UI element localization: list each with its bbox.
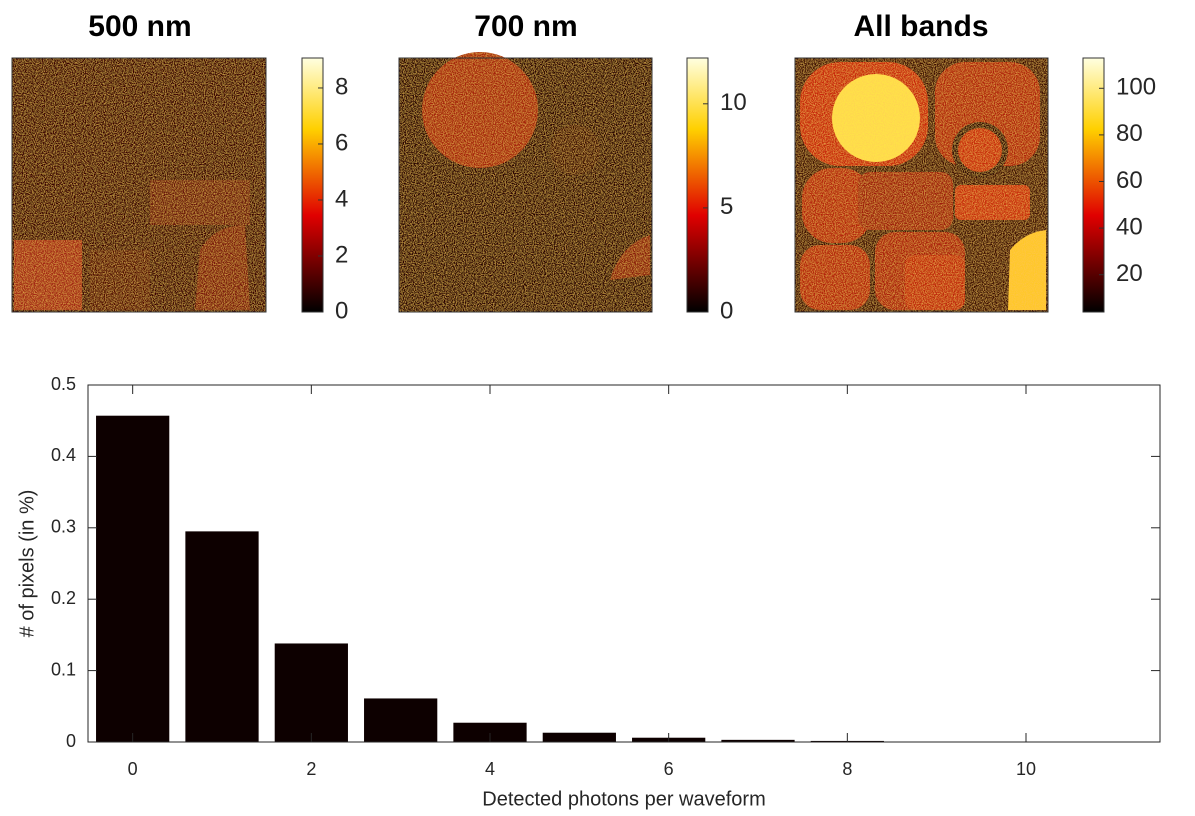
colorbar-tick-label: 100	[1116, 74, 1156, 101]
y-tick-label: 0.1	[51, 659, 76, 679]
colorbar-tick-label: 0	[720, 297, 733, 324]
x-tick-label: 8	[842, 759, 852, 779]
colorbar	[686, 57, 709, 313]
bar	[542, 732, 616, 742]
image-700nm	[399, 52, 652, 312]
y-tick-label: 0.5	[51, 374, 76, 394]
colorbar-tick-label: 8	[335, 73, 348, 100]
colorbar-tick-label: 6	[335, 129, 348, 156]
image-500nm	[12, 58, 266, 312]
bar	[185, 531, 259, 742]
x-tick-label: 6	[664, 759, 674, 779]
image-frame	[398, 57, 653, 313]
image-frame	[794, 57, 1049, 313]
colorbar-tick-label: 5	[720, 193, 733, 220]
bar	[721, 739, 795, 742]
image-title: 500 nm	[88, 10, 191, 43]
bar	[364, 698, 438, 742]
colorbar-tick-label: 40	[1116, 213, 1143, 240]
x-tick-label: 10	[1016, 759, 1036, 779]
colorbar	[301, 57, 324, 313]
y-tick-label: 0.2	[51, 588, 76, 608]
y-tick-label: 0	[66, 731, 76, 751]
image-all-bands	[795, 58, 1048, 312]
colorbar-tick-label: 60	[1116, 167, 1143, 194]
colorbar-tick-label: 2	[335, 241, 348, 268]
x-tick-label: 4	[485, 759, 495, 779]
bar	[453, 722, 527, 742]
colorbar-tick-label: 4	[335, 185, 348, 212]
x-axis-title: Detected photons per waveform	[482, 788, 766, 810]
colorbar-tick-label: 80	[1116, 120, 1143, 147]
x-tick-label: 0	[128, 759, 138, 779]
bar	[96, 415, 170, 742]
plot-frame	[87, 384, 1161, 743]
colorbar	[1082, 57, 1105, 313]
image-title: All bands	[853, 10, 988, 43]
image-title: 700 nm	[474, 10, 577, 43]
colorbar-tick-label: 10	[720, 89, 747, 116]
colorbar-tick-label: 20	[1116, 260, 1143, 287]
y-axis-title: # of pixels (in %)	[16, 490, 38, 638]
y-tick-label: 0.3	[51, 517, 76, 537]
y-tick-label: 0.4	[51, 445, 76, 465]
x-tick-label: 2	[306, 759, 316, 779]
colorbar-tick-label: 0	[335, 297, 348, 324]
image-frame	[11, 57, 267, 313]
bar	[274, 643, 348, 742]
